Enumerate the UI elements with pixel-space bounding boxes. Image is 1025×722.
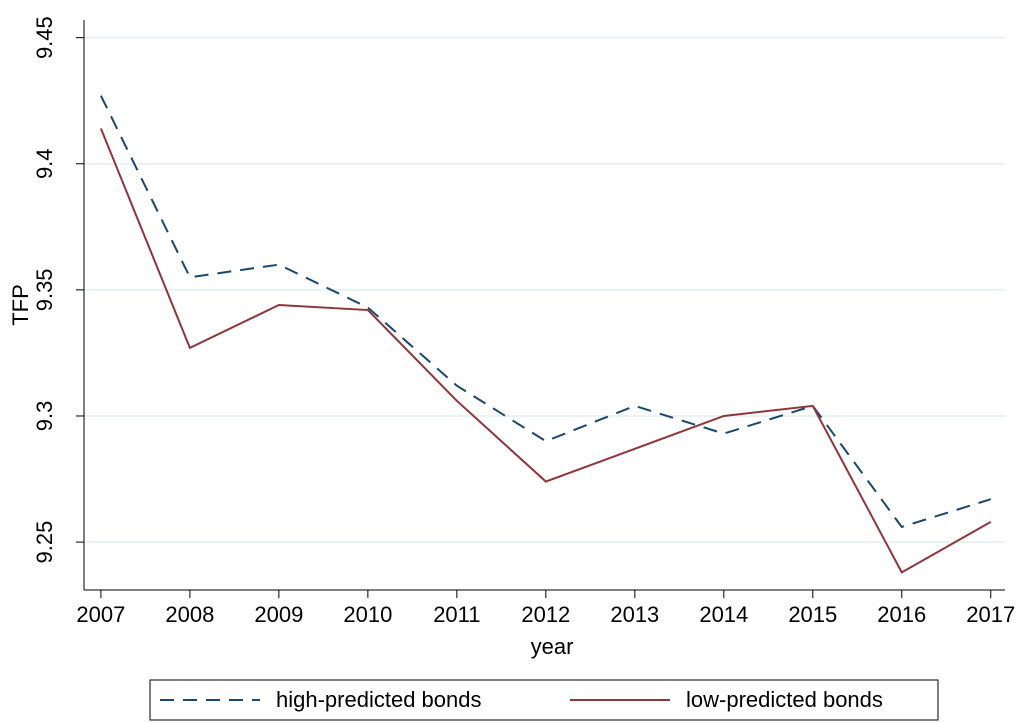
- x-tick-label: 2011: [433, 602, 480, 627]
- x-tick-label: 2016: [877, 602, 926, 627]
- y-tick-label: 9.45: [32, 16, 57, 59]
- legend-label: high-predicted bonds: [276, 687, 481, 712]
- x-tick-label: 2015: [788, 602, 837, 627]
- series-line: [99, 128, 992, 574]
- x-tick-label: 2008: [165, 602, 214, 627]
- y-tick-label: 9.4: [32, 148, 57, 179]
- series-line: [100, 95, 992, 529]
- x-tick-label: 2012: [521, 602, 570, 627]
- x-tick-label: 2007: [76, 602, 125, 627]
- y-tick-label: 9.25: [32, 521, 57, 564]
- y-axis-label: TFP: [8, 284, 33, 326]
- legend-box: [149, 679, 939, 721]
- x-tick-label: 2017: [966, 602, 1015, 627]
- legend-label: low-predicted bonds: [686, 687, 883, 712]
- x-tick-label: 2014: [699, 602, 748, 627]
- x-tick-label: 2009: [254, 602, 303, 627]
- y-tick-label: 9.3: [32, 401, 57, 432]
- x-tick-label: 2013: [610, 602, 659, 627]
- x-axis-label: year: [531, 634, 574, 659]
- x-tick-label: 2010: [343, 602, 392, 627]
- y-tick-label: 9.35: [32, 268, 57, 311]
